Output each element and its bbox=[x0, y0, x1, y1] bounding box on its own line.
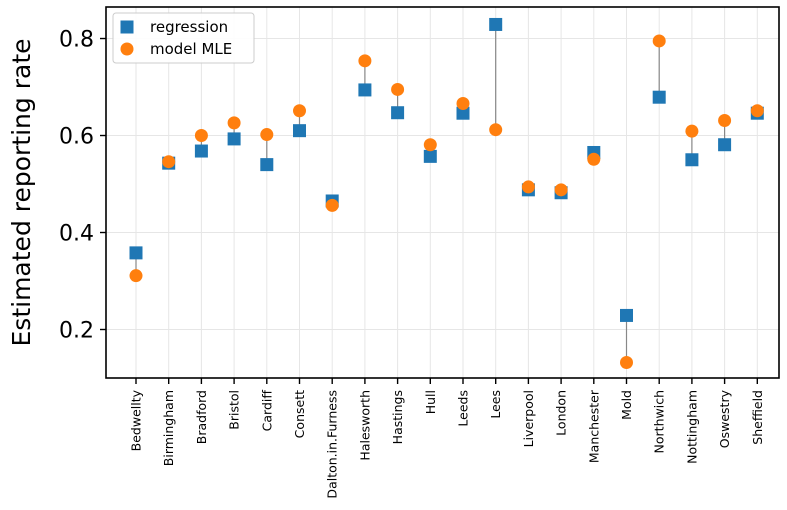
x-tick-label: Cardiff bbox=[259, 390, 274, 432]
plot-frame bbox=[105, 6, 780, 379]
point-model-mle bbox=[685, 124, 699, 138]
x-tick-label: Manchester bbox=[586, 389, 601, 463]
legend: regression model MLE bbox=[112, 12, 255, 64]
x-tick-label: Hull bbox=[423, 390, 438, 414]
x-tick-label: Sheffield bbox=[750, 390, 765, 445]
point-regression bbox=[489, 17, 503, 31]
x-tick-label: Liverpool bbox=[521, 390, 536, 447]
point-regression bbox=[652, 90, 666, 104]
x-tick-label: Birmingham bbox=[161, 390, 176, 466]
point-regression bbox=[260, 158, 274, 172]
point-model-mle bbox=[554, 183, 568, 197]
point-model-mle bbox=[293, 104, 306, 118]
point-regression bbox=[391, 106, 405, 120]
point-regression bbox=[227, 132, 241, 146]
point-regression bbox=[718, 138, 732, 152]
x-tick-label: Consett bbox=[292, 390, 307, 438]
point-model-mle bbox=[521, 180, 535, 194]
point-model-mle bbox=[620, 355, 633, 369]
point-model-mle bbox=[129, 269, 143, 283]
x-tick-label: Northwich bbox=[652, 390, 667, 453]
x-tick-label: Bristol bbox=[227, 390, 242, 430]
x-tick-label: Bedwellty bbox=[129, 389, 144, 451]
x-tick-label: Oswestry bbox=[717, 389, 732, 448]
x-tick-label: London bbox=[554, 390, 569, 436]
y-tick-label: 0.8 bbox=[59, 28, 94, 53]
x-tick-label: Bradford bbox=[194, 390, 209, 444]
point-model-mle bbox=[162, 155, 176, 169]
point-regression bbox=[129, 246, 143, 260]
point-regression bbox=[685, 153, 699, 167]
y-axis-label: Estimated reporting rate bbox=[7, 39, 36, 347]
y-tick-label: 0.2 bbox=[59, 319, 94, 344]
x-tick-label: Dalton.in.Furness bbox=[325, 390, 340, 499]
point-regression bbox=[620, 308, 633, 322]
point-model-mle bbox=[358, 54, 372, 68]
point-regression bbox=[423, 149, 437, 163]
data-marks bbox=[129, 17, 764, 369]
x-tick-label: Halesworth bbox=[357, 390, 372, 461]
point-model-mle bbox=[423, 138, 437, 152]
point-regression bbox=[358, 83, 372, 97]
point-model-mle bbox=[652, 34, 666, 48]
point-model-mle bbox=[391, 82, 405, 96]
y-tick-label: 0.6 bbox=[59, 125, 94, 150]
x-tick-label: Lees bbox=[488, 390, 503, 419]
point-model-mle bbox=[750, 104, 764, 118]
point-model-mle bbox=[325, 198, 339, 212]
point-model-mle bbox=[227, 116, 241, 130]
legend-label: regression bbox=[150, 18, 228, 36]
x-tick-label: Leeds bbox=[456, 390, 471, 427]
x-tick-label: Hastings bbox=[390, 390, 405, 444]
point-regression bbox=[293, 124, 306, 138]
legend-marker-regression bbox=[120, 20, 134, 34]
legend-marker-model-mle bbox=[120, 42, 134, 56]
x-tick-label: Nottingham bbox=[684, 390, 699, 464]
point-regression bbox=[194, 144, 208, 158]
point-model-mle bbox=[718, 113, 732, 127]
point-regression bbox=[456, 106, 470, 120]
y-axis: 0.2 0.4 0.6 0.8 bbox=[59, 28, 106, 344]
x-axis: Bedwellty Birmingham Bradford Bristol Cardif… bbox=[129, 378, 765, 499]
point-model-mle bbox=[587, 152, 601, 166]
y-tick-label: 0.4 bbox=[59, 222, 94, 247]
legend-label: model MLE bbox=[150, 40, 232, 58]
connectors bbox=[135, 24, 758, 363]
point-model-mle bbox=[489, 123, 503, 137]
legend-box bbox=[112, 12, 255, 64]
x-tick-label: Mold bbox=[619, 390, 634, 420]
point-model-mle bbox=[194, 129, 208, 143]
point-model-mle bbox=[260, 128, 274, 142]
point-model-mle bbox=[456, 97, 470, 111]
